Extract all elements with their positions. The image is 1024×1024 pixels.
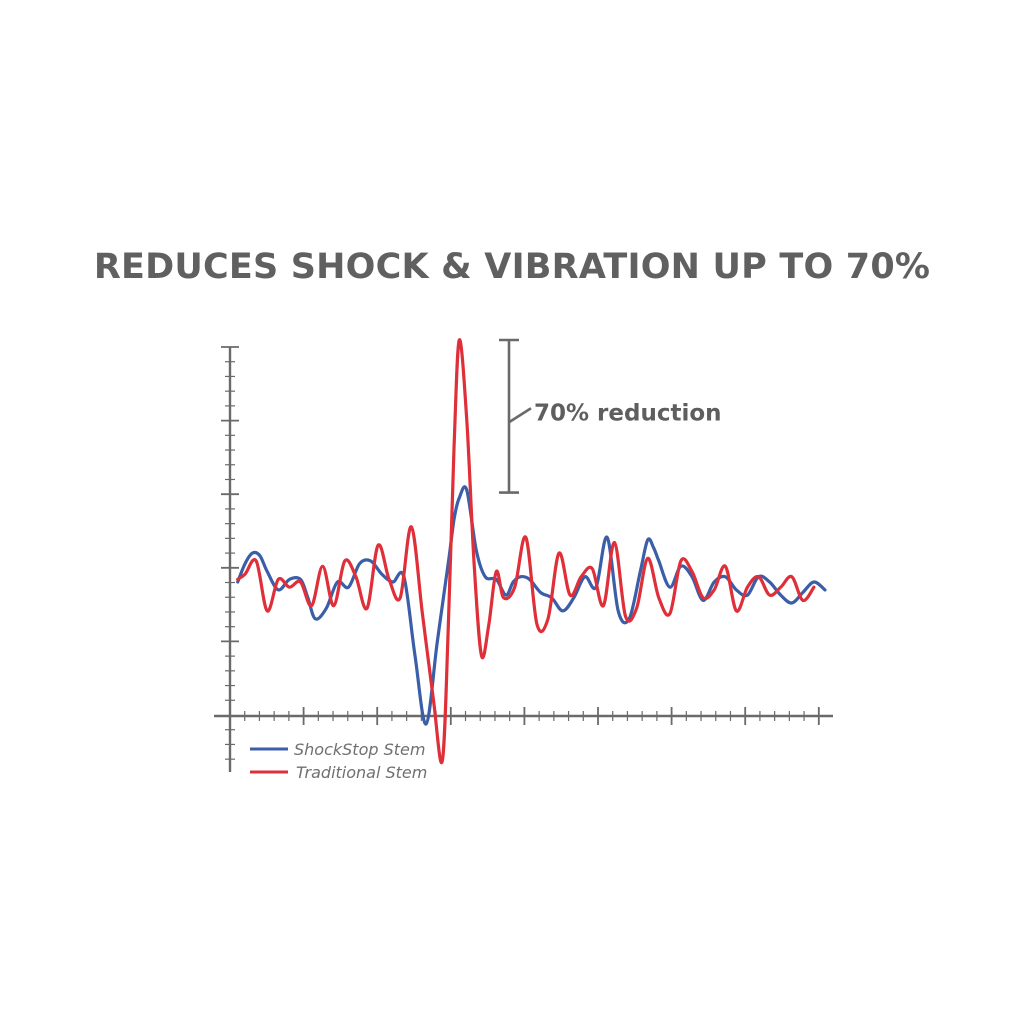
chart-title: REDUCES SHOCK & VIBRATION UP TO 70%	[93, 247, 931, 287]
axes	[214, 346, 833, 772]
reduction-annotation: 70% reduction	[499, 338, 722, 494]
legend-label-traditional: Traditional Stem	[296, 763, 427, 782]
series-traditional-stem	[236, 338, 816, 765]
legend-label-shockstop: ShockStop Stem	[294, 740, 425, 759]
legend: ShockStop Stem Traditional Stem	[250, 740, 427, 782]
series-layer	[236, 338, 827, 765]
series-shockstop-stem	[236, 485, 827, 726]
annotation-pointer	[508, 407, 532, 424]
annotation-label: 70% reduction	[534, 400, 722, 426]
